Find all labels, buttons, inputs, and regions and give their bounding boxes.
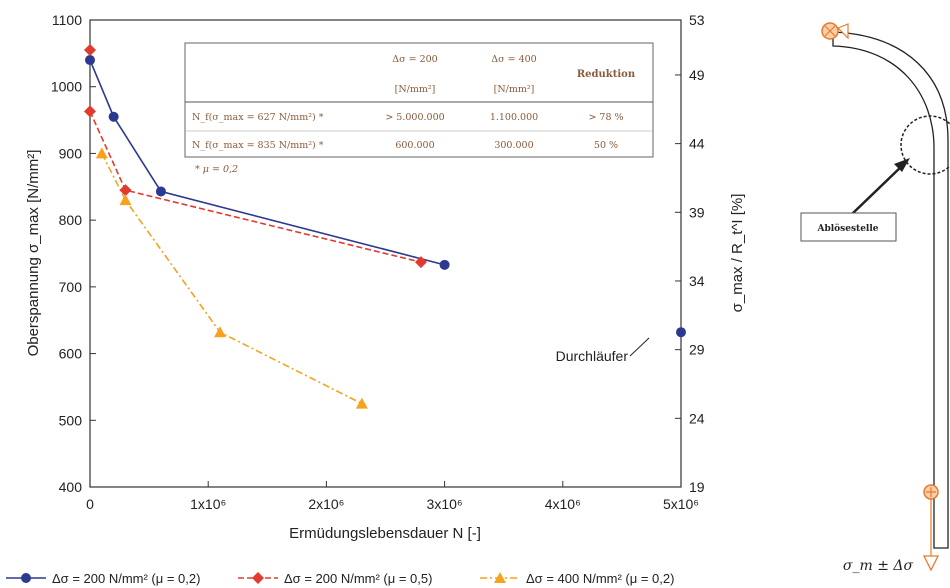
durchlaeufer-leader [629, 337, 650, 357]
x-tick-label: 3x10⁶ [427, 496, 463, 512]
series-2-point [119, 184, 132, 197]
table-unit-1: [N/mm²] [395, 84, 436, 95]
table-row-2-val-1: 600.000 [395, 140, 434, 151]
series-line-3 [101, 153, 363, 405]
series-2-point [414, 256, 427, 269]
callout-box [800, 212, 897, 242]
x-tick-label: 1x10⁶ [190, 496, 226, 512]
series-3-point [119, 194, 132, 206]
x-tick-label: 4x10⁶ [545, 496, 581, 512]
table-unit-2: [N/mm²] [494, 84, 535, 95]
callout-arrow [851, 163, 905, 215]
callout-label: Ablösestelle [816, 223, 878, 234]
detachment-zone-circle [900, 115, 950, 175]
y-tick-label: 500 [59, 412, 83, 428]
x-ticks: 0 1x10⁶ 2x10⁶ 3x10⁶ 4x10⁶ 5x10⁶ [86, 481, 699, 512]
load-label: σ_m ± Δσ [843, 558, 914, 574]
table-row-1-val-3: > 78 % [588, 112, 623, 123]
table-row-1-label: N_f(σ_max = 627 N/mm²) * [192, 112, 324, 123]
legend-item-1: Δσ = 200 N/mm² (μ = 0,2) [6, 571, 200, 586]
y-tick-label: 900 [59, 145, 83, 161]
x-axis-label: Ermüdungslebensdauer N [-] [289, 525, 481, 542]
y-tick-label: 400 [59, 479, 83, 495]
series-line-1 [89, 59, 445, 266]
y2-tick-label: 49 [689, 67, 705, 83]
y-tick-label: 600 [59, 346, 83, 362]
series-1-point [155, 186, 166, 197]
specimen-diagram: Ablösestelle σ_m ± Δσ [800, 22, 950, 574]
y2-tick-label: 24 [689, 410, 705, 426]
table-footnote: * μ = 0,2 [195, 164, 238, 175]
x-tick-label: 5x10⁶ [663, 496, 699, 512]
series-1-point [439, 259, 450, 270]
y2-ticks: 19 24 29 34 39 44 49 53 [675, 12, 705, 495]
series-1-point [85, 55, 95, 66]
y-tick-label: 1100 [52, 12, 82, 28]
series-3-point [214, 326, 227, 338]
table-frame [184, 42, 654, 158]
y-tick-label: 1000 [51, 79, 82, 95]
table-row-2-val-2: 300.000 [494, 140, 533, 151]
legend-marker-2 [252, 572, 264, 584]
y-axis-label: Oberspannung σ_max [N/mm²] [25, 150, 42, 357]
legend-marker-1 [21, 573, 31, 583]
x-tick-label: 2x10⁶ [308, 496, 344, 512]
y-tick-label: 700 [59, 279, 83, 295]
y2-axis-label: σ_max / R_t^I [%] [729, 194, 746, 313]
table-header-3: Reduktion [577, 69, 636, 80]
table-row-1-val-1: > 5.000.000 [385, 112, 444, 123]
plot-frame [89, 19, 682, 488]
table-header-1: Δσ = 200 [392, 54, 437, 65]
table-header-2: Δσ = 400 [491, 54, 536, 65]
y2-tick-label: 53 [689, 12, 705, 28]
legend-item-2: Δσ = 200 N/mm² (μ = 0,5) [238, 571, 432, 586]
legend-marker-3 [494, 572, 506, 583]
data-table: Δσ = 200 Δσ = 400 Reduktion [N/mm²] [N/m… [184, 42, 654, 158]
series-2-point [84, 105, 96, 118]
table-row-2-label: N_f(σ_max = 835 N/mm²) * [192, 140, 324, 151]
y-tick-label: 800 [59, 212, 83, 228]
legend-label-3: Δσ = 400 N/mm² (μ = 0,2) [526, 571, 674, 586]
series-1-point [108, 111, 119, 122]
table-row-2-val-3: 50 % [594, 140, 618, 151]
x-tick-label: 0 [86, 496, 94, 512]
legend-label-2: Δσ = 200 N/mm² (μ = 0,5) [284, 571, 432, 586]
series-layer [84, 44, 686, 409]
specimen-curve [832, 31, 949, 549]
legend: Δσ = 200 N/mm² (μ = 0,2) Δσ = 200 N/mm² … [6, 571, 674, 586]
legend-label-1: Δσ = 200 N/mm² (μ = 0,2) [52, 571, 200, 586]
extra-point-1 [84, 44, 96, 57]
table-row-1-val-2: 1.100.000 [490, 112, 538, 123]
series-3-point [355, 397, 368, 409]
load-arrow-icon [922, 555, 940, 572]
y2-tick-label: 19 [689, 479, 705, 495]
y2-tick-label: 44 [689, 136, 705, 152]
durchlaeufer-label: Durchläufer [556, 348, 629, 364]
y-ticks: 400 500 600 700 800 900 1000 1100 [51, 12, 96, 495]
extra-point-2 [676, 327, 686, 338]
y2-tick-label: 29 [689, 342, 705, 358]
y2-tick-label: 39 [689, 204, 705, 220]
series-3-point [95, 147, 108, 159]
legend-item-3: Δσ = 400 N/mm² (μ = 0,2) [480, 571, 674, 586]
y2-tick-label: 34 [689, 273, 705, 289]
